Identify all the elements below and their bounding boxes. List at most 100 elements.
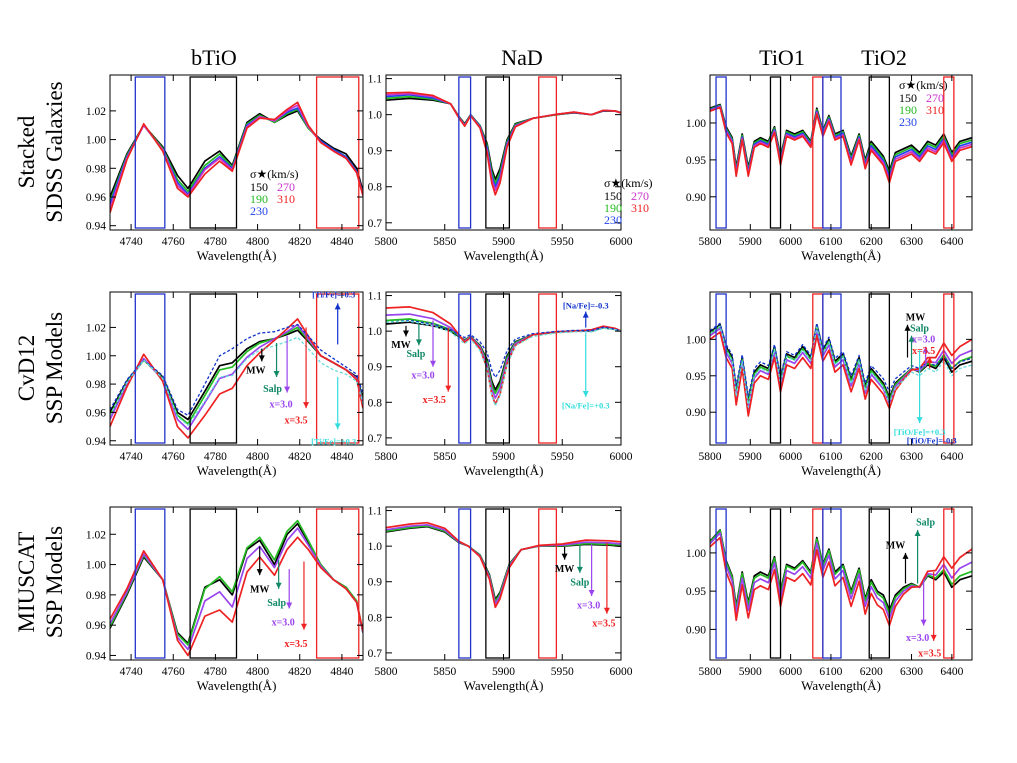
annotation-arrow-head: [445, 385, 452, 392]
series-line-1: [386, 95, 621, 184]
bandpass-box-1: [189, 508, 238, 659]
y-tick-label: 0.96: [86, 620, 106, 632]
panel-cvd-tio: 5800 5900 6000 6100 6200 6300 6400 0.90 0.95 1.00…: [686, 291, 973, 478]
bandpass-box-4: [868, 508, 891, 659]
x-tick-label: 6000: [779, 451, 802, 463]
x-axis-label: Wavelength(Å): [801, 248, 881, 263]
annotation-arrow-head: [300, 623, 307, 630]
legend-entry: 310: [631, 201, 649, 215]
annotation-label: x=3.0: [912, 334, 935, 345]
y-tick-label: 1.0: [368, 110, 383, 122]
annotation-label: [TiO/Fe]=+0.3: [894, 427, 946, 437]
panel-miuscat-btio: 4740 4760 4780 4800 4820 4840 0.94 0.96 0.98 1.00…: [86, 506, 364, 693]
annotation-label: x=3.0: [269, 400, 292, 411]
bandpass-box-0: [458, 76, 472, 229]
annotation-arrow-head: [908, 335, 915, 342]
y-tick-label: 0.7: [368, 218, 383, 230]
x-tick-label: 5800: [699, 451, 722, 463]
bandpass-box-0: [715, 293, 727, 444]
x-axis-label: Wavelength(Å): [197, 678, 277, 693]
panel-sdss-tio: 5800 5900 6000 6100 6200 6300 6400 0.90 0.95 1.00…: [686, 74, 973, 263]
column-title-btio: bTiO: [191, 45, 237, 70]
legend-title: σ★(km/s): [250, 167, 299, 181]
x-tick-label: 5850: [433, 236, 456, 248]
y-tick-label: 0.7: [368, 433, 383, 445]
x-tick-label: 4780: [204, 451, 227, 463]
x-tick-label: 6000: [610, 666, 633, 678]
axes-frame: [709, 291, 973, 446]
bandpass-box-0: [134, 293, 166, 444]
bandpass-box-2: [538, 76, 558, 229]
series-group: [710, 322, 972, 417]
annotation-arrow-head: [286, 602, 293, 609]
x-tick-label: 5800: [375, 451, 398, 463]
bandpass-box-2: [315, 76, 360, 229]
y-tick-label: 1.00: [86, 351, 106, 363]
x-tick-label: 6000: [610, 451, 633, 463]
series-line-5: [110, 336, 363, 426]
x-tick-label: 6300: [900, 666, 923, 678]
column-title-nad: NaD: [501, 45, 543, 70]
annotation-arrow-head: [430, 360, 436, 367]
x-tick-label: 4800: [246, 451, 269, 463]
bandpass-box-2: [315, 293, 360, 444]
bandpass-box-2: [538, 293, 558, 444]
x-tick-label: 4780: [204, 666, 227, 678]
annotation-label: [TiO/Fe]=-0.3: [907, 436, 957, 446]
x-tick-label: 4760: [162, 236, 185, 248]
annotation-label: x=3.0: [577, 601, 600, 612]
y-tick-label: 0.98: [86, 590, 106, 602]
annotation-label: MW: [906, 312, 925, 323]
x-tick-label: 4820: [288, 666, 311, 678]
panel-cvd-nad: 5800 5850 5900 5950 6000 0.7 0.8 0.9 1.0 1.1 Wavel…: [368, 291, 633, 478]
annotation-arrow-head: [303, 402, 310, 409]
legend: σ★(km/s)150 270 190 310 230: [604, 176, 653, 227]
annotation-label: [Na/Fe]=+0.3: [562, 401, 610, 411]
y-tick-label: 1.0: [368, 326, 383, 338]
bandpass-box-3: [822, 76, 842, 229]
row-label-cvd-line1: CvD12: [14, 335, 39, 401]
bandpass-box-0: [134, 76, 166, 229]
x-tick-label: 5800: [375, 236, 398, 248]
annotation-arrow-head: [603, 607, 610, 614]
panel-sdss-nad: 5800 5850 5900 5950 6000 0.7 0.8 0.9 1.0 1.1 Wavel…: [368, 74, 653, 263]
annotation-arrow-head: [334, 303, 341, 310]
x-tick-label: 5950: [551, 236, 574, 248]
x-tick-label: 6400: [940, 236, 963, 248]
y-tick-label: 1.02: [86, 529, 106, 541]
annotation-arrow-head: [904, 324, 911, 331]
annotation-arrow-head: [334, 423, 341, 430]
x-tick-label: 5800: [699, 236, 722, 248]
row-label-cvd-line2: SSP Models: [42, 312, 67, 424]
annotation-label: MW: [246, 366, 265, 377]
bandpass-box-3: [822, 293, 842, 444]
column-title-tio2: TiO2: [861, 45, 907, 70]
x-tick-label: 6000: [779, 236, 802, 248]
annotation-label: [Ti/Fe]=+0.3: [311, 437, 356, 447]
annotation-arrow-head: [582, 311, 589, 318]
y-tick-label: 0.98: [86, 163, 106, 175]
bandpass-box-1: [485, 76, 511, 229]
bandpass-box-0: [715, 76, 727, 229]
annotation-label: x=3.5: [284, 415, 307, 426]
legend-entry: 270: [631, 189, 649, 203]
bandpass-box-0: [134, 508, 166, 659]
row-label-sdss-line1: Stacked: [14, 115, 39, 188]
x-tick-label: 6300: [900, 236, 923, 248]
bandpass-box-4: [868, 76, 891, 229]
y-tick-label: 0.90: [686, 192, 706, 204]
legend-entry: 190: [250, 192, 268, 206]
y-tick-label: 0.8: [368, 612, 383, 624]
annotation-arrow-head: [256, 569, 263, 576]
y-tick-label: 0.95: [686, 371, 706, 383]
x-tick-label: 4780: [204, 236, 227, 248]
y-tick-label: 1.00: [86, 560, 106, 572]
annotation-arrow-head: [275, 582, 282, 589]
bandpass-box-1: [189, 293, 238, 444]
bandpass-box-2: [538, 508, 558, 659]
y-tick-label: 1.00: [686, 334, 706, 346]
legend: σ★(km/s)150 270 190 310 230: [250, 167, 299, 218]
x-tick-label: 4840: [330, 451, 353, 463]
bandpass-box-3: [822, 508, 842, 659]
bandpass-box-0: [458, 293, 472, 444]
